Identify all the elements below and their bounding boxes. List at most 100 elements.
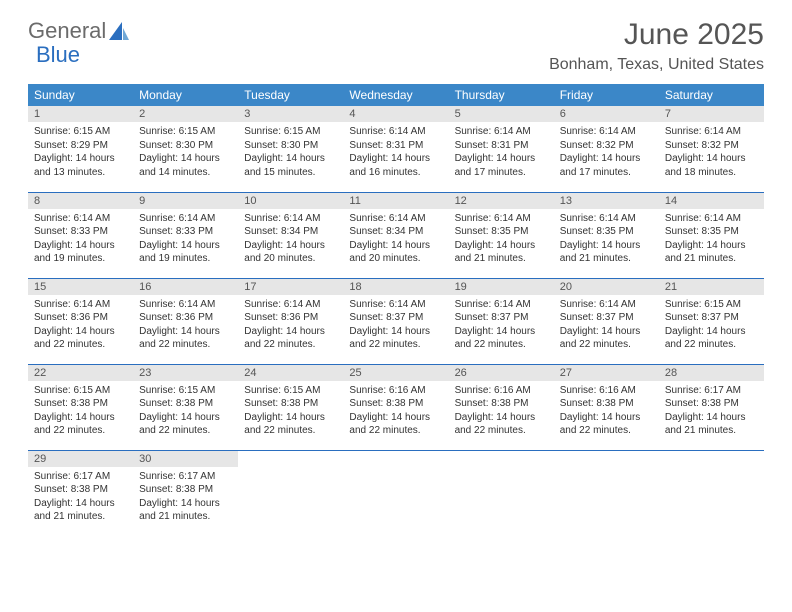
- sunset-text: Sunset: 8:37 PM: [560, 311, 653, 325]
- sunrise-text: Sunrise: 6:14 AM: [139, 298, 232, 312]
- daylight-text-2: and 17 minutes.: [560, 166, 653, 180]
- daylight-text-2: and 15 minutes.: [244, 166, 337, 180]
- daylight-text-2: and 22 minutes.: [34, 424, 127, 438]
- sunrise-text: Sunrise: 6:14 AM: [455, 125, 548, 139]
- day-content: Sunrise: 6:14 AMSunset: 8:34 PMDaylight:…: [238, 209, 343, 271]
- daylight-text-2: and 22 minutes.: [349, 424, 442, 438]
- day-cell: [659, 450, 764, 536]
- day-cell: 21Sunrise: 6:15 AMSunset: 8:37 PMDayligh…: [659, 278, 764, 364]
- day-number: 27: [554, 365, 659, 381]
- sunset-text: Sunset: 8:33 PM: [139, 225, 232, 239]
- daylight-text-2: and 22 minutes.: [244, 338, 337, 352]
- sunrise-text: Sunrise: 6:14 AM: [665, 212, 758, 226]
- day-content: Sunrise: 6:14 AMSunset: 8:37 PMDaylight:…: [449, 295, 554, 357]
- daylight-text-1: Daylight: 14 hours: [34, 239, 127, 253]
- day-content: Sunrise: 6:14 AMSunset: 8:34 PMDaylight:…: [343, 209, 448, 271]
- day-number: 10: [238, 193, 343, 209]
- day-content: Sunrise: 6:14 AMSunset: 8:36 PMDaylight:…: [28, 295, 133, 357]
- daylight-text-2: and 17 minutes.: [455, 166, 548, 180]
- day-content: Sunrise: 6:14 AMSunset: 8:32 PMDaylight:…: [659, 122, 764, 184]
- col-saturday: Saturday: [659, 84, 764, 106]
- col-monday: Monday: [133, 84, 238, 106]
- sunset-text: Sunset: 8:38 PM: [34, 397, 127, 411]
- col-wednesday: Wednesday: [343, 84, 448, 106]
- day-number: 14: [659, 193, 764, 209]
- daylight-text-2: and 22 minutes.: [665, 338, 758, 352]
- sunrise-text: Sunrise: 6:14 AM: [34, 212, 127, 226]
- day-content: Sunrise: 6:14 AMSunset: 8:35 PMDaylight:…: [449, 209, 554, 271]
- daylight-text-1: Daylight: 14 hours: [455, 411, 548, 425]
- day-content: Sunrise: 6:17 AMSunset: 8:38 PMDaylight:…: [28, 467, 133, 529]
- sunrise-text: Sunrise: 6:14 AM: [455, 298, 548, 312]
- daylight-text-2: and 21 minutes.: [34, 510, 127, 524]
- daylight-text-1: Daylight: 14 hours: [665, 325, 758, 339]
- daylight-text-2: and 22 minutes.: [560, 424, 653, 438]
- day-content: Sunrise: 6:14 AMSunset: 8:33 PMDaylight:…: [28, 209, 133, 271]
- daylight-text-1: Daylight: 14 hours: [34, 325, 127, 339]
- sunrise-text: Sunrise: 6:14 AM: [665, 125, 758, 139]
- sunset-text: Sunset: 8:32 PM: [665, 139, 758, 153]
- col-friday: Friday: [554, 84, 659, 106]
- sunset-text: Sunset: 8:36 PM: [139, 311, 232, 325]
- day-number: 26: [449, 365, 554, 381]
- sunset-text: Sunset: 8:38 PM: [560, 397, 653, 411]
- sunrise-text: Sunrise: 6:17 AM: [139, 470, 232, 484]
- day-number: 1: [28, 106, 133, 122]
- daylight-text-1: Daylight: 14 hours: [34, 497, 127, 511]
- table-row: 1Sunrise: 6:15 AMSunset: 8:29 PMDaylight…: [28, 106, 764, 192]
- day-cell: 6Sunrise: 6:14 AMSunset: 8:32 PMDaylight…: [554, 106, 659, 192]
- day-cell: 9Sunrise: 6:14 AMSunset: 8:33 PMDaylight…: [133, 192, 238, 278]
- day-cell: 28Sunrise: 6:17 AMSunset: 8:38 PMDayligh…: [659, 364, 764, 450]
- sunset-text: Sunset: 8:32 PM: [560, 139, 653, 153]
- month-title: June 2025: [549, 18, 764, 52]
- day-cell: 29Sunrise: 6:17 AMSunset: 8:38 PMDayligh…: [28, 450, 133, 536]
- sunrise-text: Sunrise: 6:14 AM: [349, 298, 442, 312]
- day-number: 22: [28, 365, 133, 381]
- daylight-text-2: and 14 minutes.: [139, 166, 232, 180]
- day-number: 25: [343, 365, 448, 381]
- day-content: Sunrise: 6:15 AMSunset: 8:37 PMDaylight:…: [659, 295, 764, 357]
- daylight-text-2: and 19 minutes.: [139, 252, 232, 266]
- day-cell: 19Sunrise: 6:14 AMSunset: 8:37 PMDayligh…: [449, 278, 554, 364]
- calendar-table: Sunday Monday Tuesday Wednesday Thursday…: [28, 84, 764, 536]
- sunset-text: Sunset: 8:36 PM: [244, 311, 337, 325]
- daylight-text-2: and 21 minutes.: [455, 252, 548, 266]
- daylight-text-1: Daylight: 14 hours: [665, 152, 758, 166]
- day-content: Sunrise: 6:15 AMSunset: 8:29 PMDaylight:…: [28, 122, 133, 184]
- day-cell: [343, 450, 448, 536]
- day-cell: [554, 450, 659, 536]
- daylight-text-1: Daylight: 14 hours: [560, 152, 653, 166]
- day-number: 2: [133, 106, 238, 122]
- day-number: 30: [133, 451, 238, 467]
- day-content: Sunrise: 6:17 AMSunset: 8:38 PMDaylight:…: [133, 467, 238, 529]
- sunrise-text: Sunrise: 6:14 AM: [455, 212, 548, 226]
- day-cell: 4Sunrise: 6:14 AMSunset: 8:31 PMDaylight…: [343, 106, 448, 192]
- daylight-text-1: Daylight: 14 hours: [455, 239, 548, 253]
- daylight-text-1: Daylight: 14 hours: [244, 152, 337, 166]
- sunset-text: Sunset: 8:33 PM: [34, 225, 127, 239]
- daylight-text-1: Daylight: 14 hours: [560, 239, 653, 253]
- day-cell: 18Sunrise: 6:14 AMSunset: 8:37 PMDayligh…: [343, 278, 448, 364]
- day-number: 17: [238, 279, 343, 295]
- sunrise-text: Sunrise: 6:17 AM: [34, 470, 127, 484]
- sunrise-text: Sunrise: 6:17 AM: [665, 384, 758, 398]
- sunset-text: Sunset: 8:38 PM: [349, 397, 442, 411]
- calendar-header-row: Sunday Monday Tuesday Wednesday Thursday…: [28, 84, 764, 106]
- day-content: Sunrise: 6:14 AMSunset: 8:37 PMDaylight:…: [343, 295, 448, 357]
- day-content: Sunrise: 6:14 AMSunset: 8:36 PMDaylight:…: [133, 295, 238, 357]
- day-number: 5: [449, 106, 554, 122]
- sunrise-text: Sunrise: 6:14 AM: [560, 125, 653, 139]
- daylight-text-1: Daylight: 14 hours: [34, 411, 127, 425]
- daylight-text-2: and 22 minutes.: [349, 338, 442, 352]
- day-cell: [449, 450, 554, 536]
- sunset-text: Sunset: 8:38 PM: [455, 397, 548, 411]
- sunset-text: Sunset: 8:38 PM: [665, 397, 758, 411]
- sunset-text: Sunset: 8:34 PM: [244, 225, 337, 239]
- daylight-text-1: Daylight: 14 hours: [139, 497, 232, 511]
- sunset-text: Sunset: 8:35 PM: [560, 225, 653, 239]
- day-content: Sunrise: 6:15 AMSunset: 8:38 PMDaylight:…: [133, 381, 238, 443]
- daylight-text-2: and 22 minutes.: [455, 424, 548, 438]
- day-content: Sunrise: 6:16 AMSunset: 8:38 PMDaylight:…: [554, 381, 659, 443]
- daylight-text-2: and 21 minutes.: [665, 252, 758, 266]
- day-number: 19: [449, 279, 554, 295]
